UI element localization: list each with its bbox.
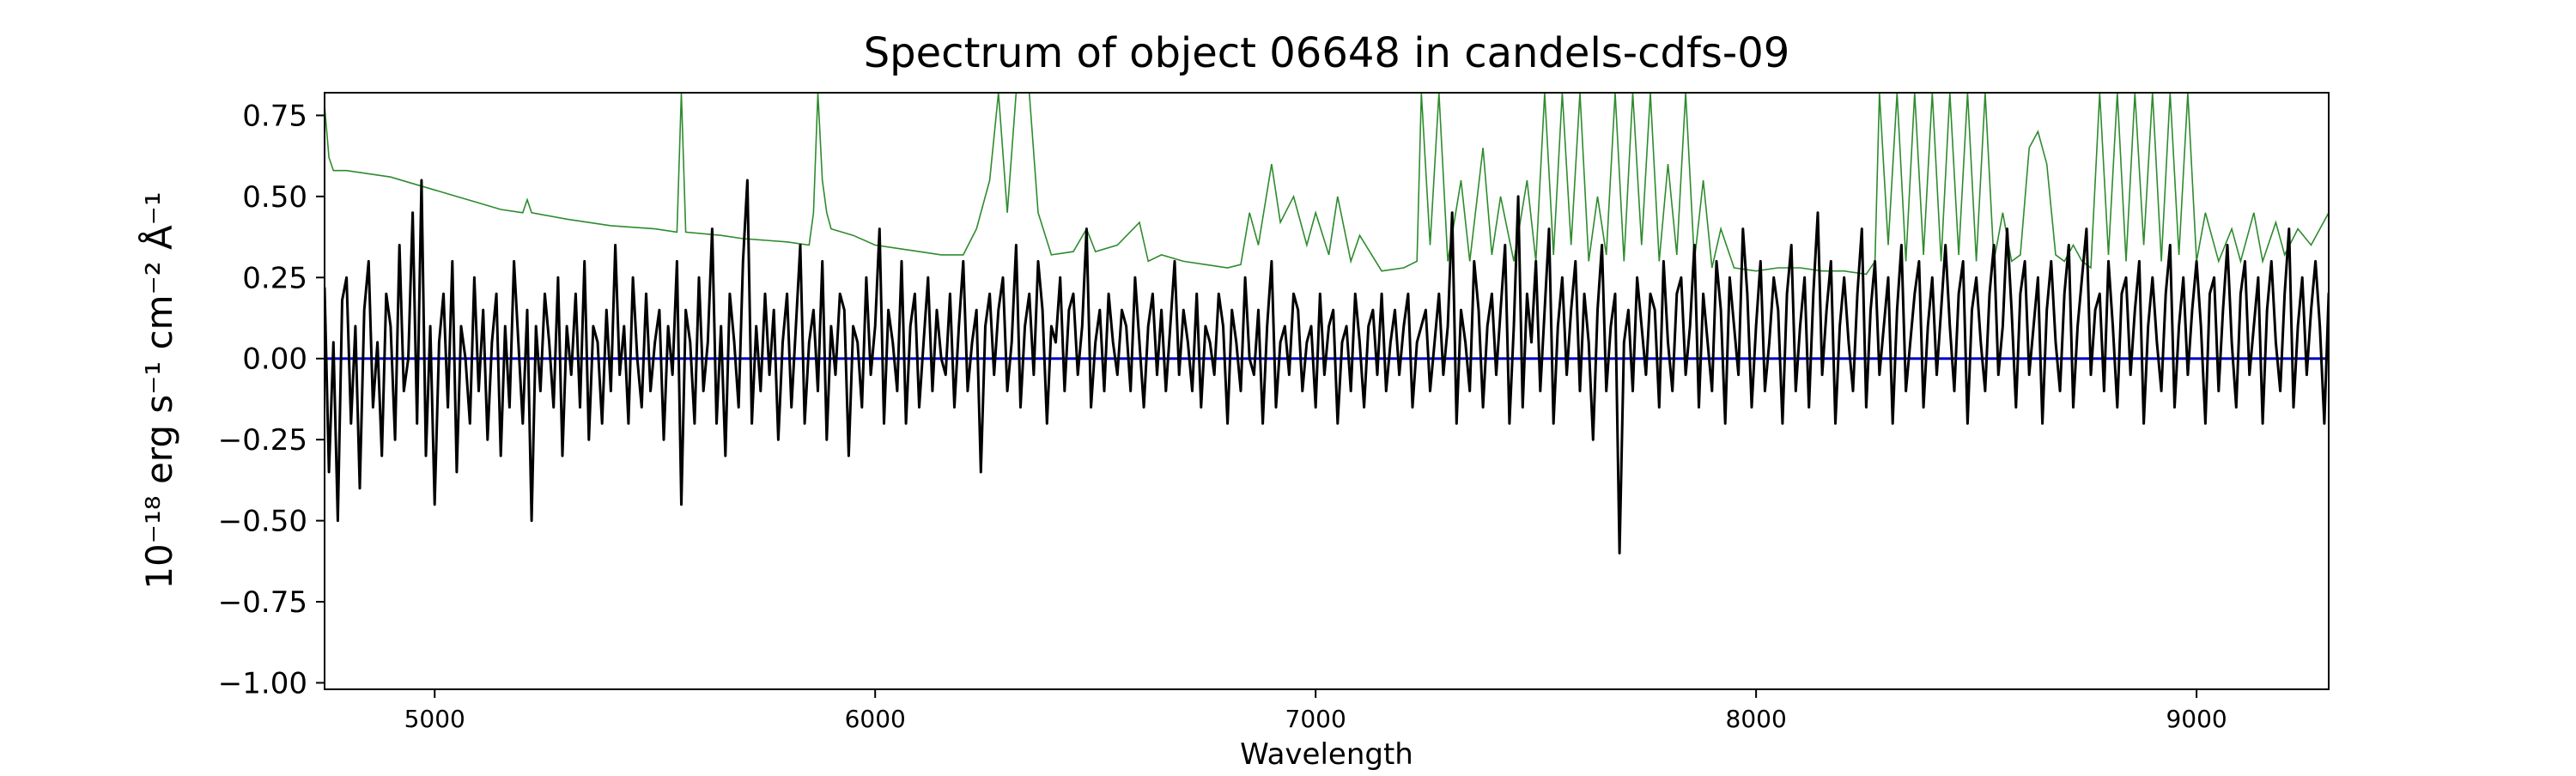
x-axis-label: Wavelength (1240, 737, 1413, 772)
y-tick-label: −0.50 (218, 505, 307, 539)
y-tick-label: 0.00 (242, 343, 307, 377)
error-spectrum-line (325, 93, 2329, 276)
y-tick-label: 0.75 (242, 99, 307, 133)
x-tick-label: 5000 (404, 705, 465, 733)
chart-title: Spectrum of object 06648 in candels-cdfs… (864, 29, 1790, 77)
series-group (325, 93, 2329, 555)
y-tick-label: 0.50 (242, 180, 307, 215)
x-tick-label: 6000 (845, 705, 906, 733)
y-tick-label: −0.25 (218, 423, 307, 458)
plot-area (325, 93, 2329, 555)
y-tick-label: −1.00 (218, 666, 307, 700)
axes: 5000 6000 7000 8000 9000 −1.00 −0.75 −0.50 −0.25… (218, 92, 2330, 733)
x-tick-label: 8000 (1726, 705, 1787, 733)
plot-frame (324, 92, 2330, 690)
flux-spectrum-line (325, 179, 2329, 555)
y-tick-label: 0.25 (242, 261, 307, 295)
y-axis-label: 10⁻¹⁸ erg s⁻¹ cm⁻² Å⁻¹ (137, 191, 180, 589)
x-tick-label: 9000 (2166, 705, 2227, 733)
x-tick-label: 7000 (1285, 705, 1346, 733)
y-tick-label: −0.75 (218, 585, 307, 620)
